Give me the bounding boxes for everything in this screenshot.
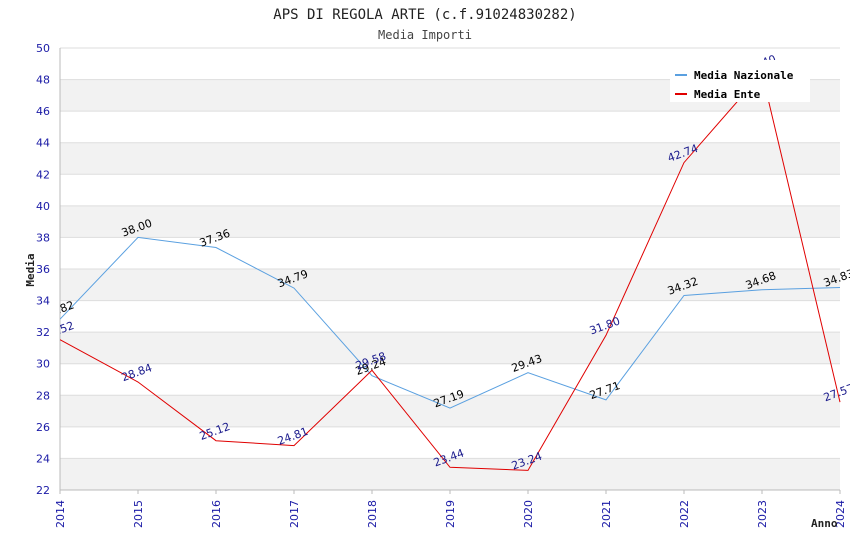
- y-tick-label: 48: [36, 74, 50, 87]
- y-tick-label: 38: [36, 231, 50, 244]
- plot-band: [60, 300, 840, 333]
- plot-band: [60, 269, 840, 301]
- plot-band: [60, 205, 840, 238]
- legend: Media Nazionale Media Ente: [670, 60, 810, 102]
- x-tick-label: 2024: [834, 500, 847, 528]
- x-tick-label: 2017: [288, 500, 301, 528]
- x-axis-label: Anno: [811, 517, 838, 530]
- x-tick-label: 2023: [756, 500, 769, 528]
- plot-band: [60, 237, 840, 269]
- y-tick-label: 50: [36, 42, 50, 55]
- y-tick-label: 28: [36, 389, 50, 402]
- y-tick-label: 24: [36, 452, 50, 465]
- plot-band: [60, 458, 840, 490]
- y-tick-label: 42: [36, 168, 50, 181]
- chart-title: APS DI REGOLA ARTE (c.f.91024830282): [273, 7, 576, 23]
- x-tick-label: 2022: [678, 500, 691, 528]
- x-tick-label: 2016: [210, 500, 223, 528]
- legend-label: Media Ente: [694, 88, 761, 101]
- x-tick-label: 2021: [600, 500, 613, 528]
- plot-band: [60, 426, 840, 459]
- plot-background: [60, 48, 840, 490]
- y-tick-label: 36: [36, 263, 50, 276]
- legend-box: [670, 60, 810, 102]
- x-tick-label: 2015: [132, 500, 145, 528]
- series-line-2: [60, 72, 841, 471]
- y-tick-label: 34: [36, 295, 50, 308]
- x-tick-label: 2019: [444, 500, 457, 528]
- y-tick-label: 40: [36, 200, 50, 213]
- y-axis-label: Media: [24, 253, 37, 286]
- gridlines: [60, 47, 840, 491]
- x-tick-label: 2018: [366, 500, 379, 528]
- legend-label: Media Nazionale: [694, 69, 794, 82]
- plot-band: [60, 111, 840, 143]
- y-tick-label: 30: [36, 358, 50, 371]
- y-tick-label: 26: [36, 421, 50, 434]
- y-tick-label: 32: [36, 326, 50, 339]
- chart-subtitle: Media Importi: [378, 28, 472, 42]
- plot-band: [60, 363, 840, 396]
- x-tick-label: 2014: [54, 500, 67, 528]
- y-tick-label: 46: [36, 105, 50, 118]
- x-tick-label: 2020: [522, 500, 535, 528]
- x-axis: 2014 2015 2016 2017 2018 2019 2020 2021 2022 2023…: [54, 489, 847, 528]
- y-tick-label: 44: [36, 137, 50, 150]
- plot-band: [60, 142, 840, 175]
- y-axis: 22 24 26 28 30 32 34 36 38 40 42 44 46 48 50: [36, 42, 61, 497]
- y-tick-label: 22: [36, 484, 50, 497]
- plot-band: [60, 174, 840, 206]
- series-line-1: [60, 236, 841, 409]
- plot-band: [60, 332, 840, 364]
